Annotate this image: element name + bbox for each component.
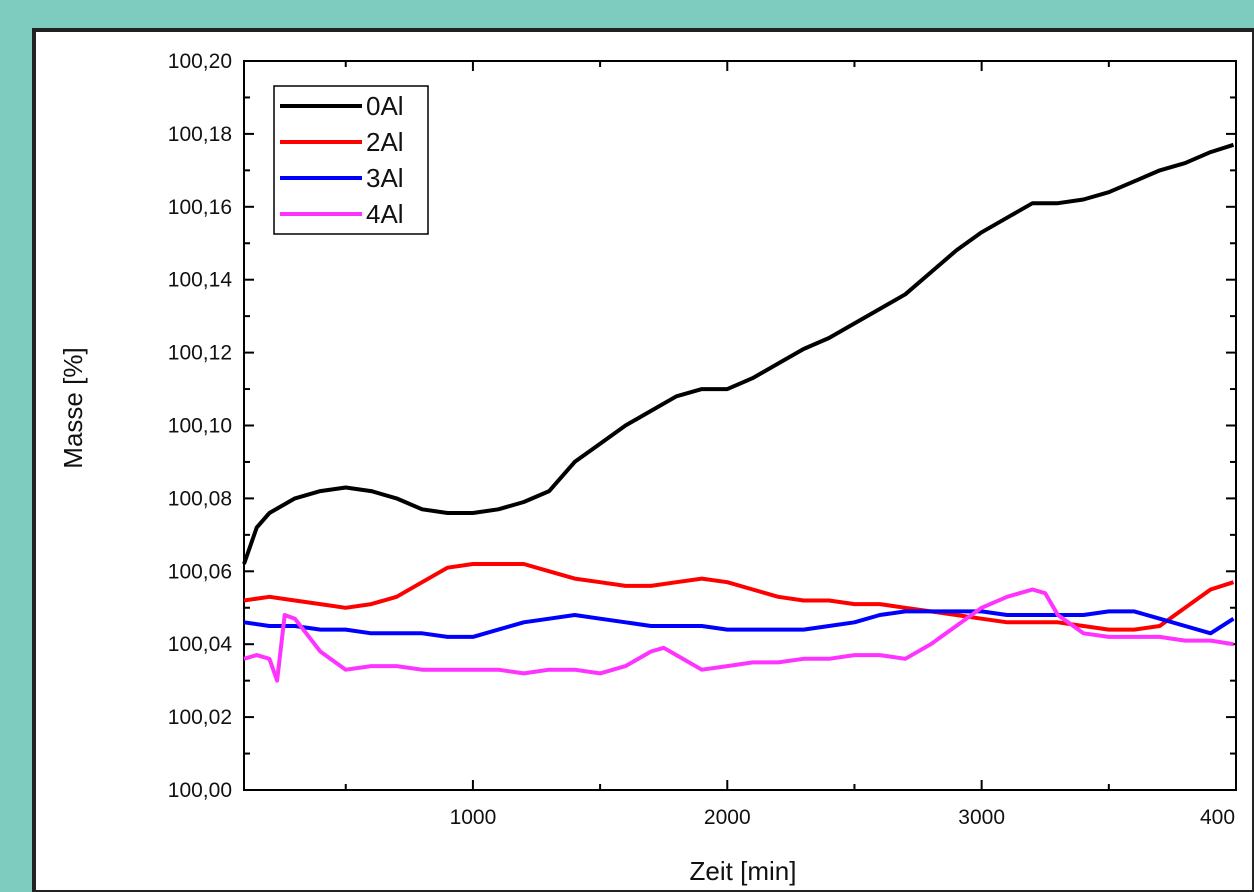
series-line-0Al xyxy=(242,142,1235,565)
y-tick-label: 100,12 xyxy=(168,342,232,365)
y-tick-label: 100,04 xyxy=(168,633,233,656)
x-axis-label: Zeit [min] xyxy=(690,856,797,886)
x-tick-label: 2000 xyxy=(704,806,751,829)
x-tick-label: 400 xyxy=(1200,806,1235,829)
series-layer xyxy=(242,142,1235,683)
legend-label: 4Al xyxy=(366,199,404,229)
series-line-3Al xyxy=(243,609,1235,639)
legend-box xyxy=(273,85,429,235)
y-tick-label: 100,00 xyxy=(168,779,232,802)
legend-label: 3Al xyxy=(366,163,404,193)
y-tick-label: 100,10 xyxy=(168,415,232,438)
axes-layer: 100,00 100,02 100,04 100,06 100,08 100,10 100,… xyxy=(168,50,1237,829)
y-tick-label: 100,14 xyxy=(168,269,233,292)
y-axis-label: Masse [%] xyxy=(58,347,88,468)
y-tick-label: 100,06 xyxy=(168,560,232,583)
y-tick-label: 100,08 xyxy=(168,487,232,510)
legend-label: 0Al xyxy=(366,91,404,121)
series-line-4Al xyxy=(243,587,1234,683)
y-tick-label: 100,16 xyxy=(168,196,232,219)
y-tick-label: 100,20 xyxy=(168,50,232,73)
x-tick-label: 3000 xyxy=(958,806,1005,829)
chart-background xyxy=(32,28,1254,892)
legend-label: 2Al xyxy=(366,127,404,157)
x-tick-label: 1000 xyxy=(450,806,497,829)
y-tick-label: 100,18 xyxy=(168,123,232,146)
legend: 0Al 2Al 3Al 4Al xyxy=(273,85,429,235)
y-tick-label: 100,02 xyxy=(168,706,232,729)
